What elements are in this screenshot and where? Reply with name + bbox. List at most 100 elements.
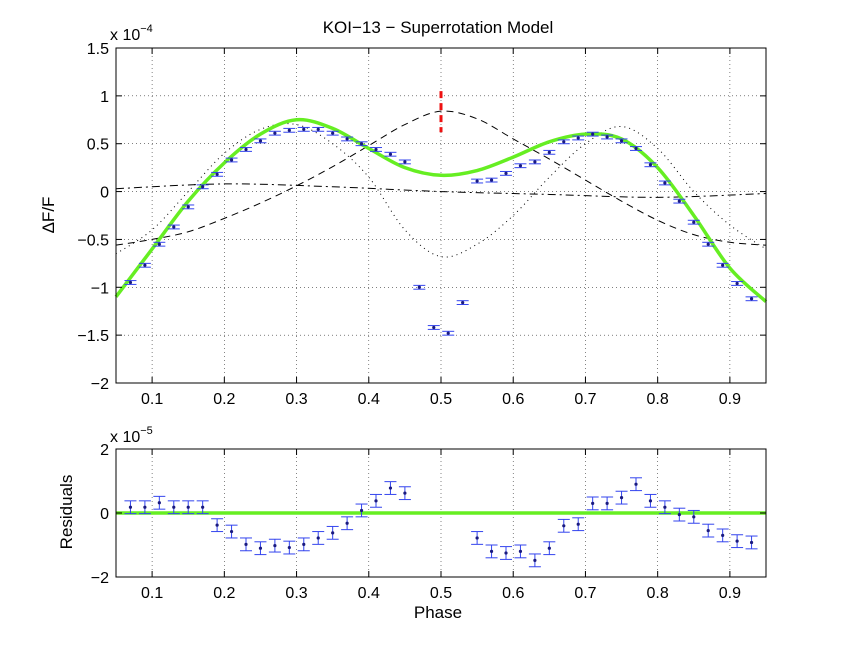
top-data-point <box>283 127 296 133</box>
top-point-marker <box>518 164 523 168</box>
bottom-data-point <box>225 524 238 539</box>
bottom-data-point <box>182 500 195 515</box>
bottom-point-marker <box>518 549 523 554</box>
top-point-marker <box>201 185 205 189</box>
top-series-doppler-component <box>115 110 767 246</box>
bottom-data-point <box>702 523 715 538</box>
top-series-ellipsoidal-component <box>115 123 767 258</box>
top-point-marker <box>721 263 725 267</box>
top-data-point <box>658 180 671 186</box>
top-data-point <box>268 130 281 136</box>
top-point-marker <box>229 158 234 162</box>
bottom-data-points <box>124 477 758 568</box>
top-data-point <box>211 171 224 177</box>
top-point-marker <box>591 132 595 136</box>
top-y-tick-label: 0 <box>100 185 109 202</box>
bottom-data-point <box>630 477 642 492</box>
top-point-marker <box>345 137 349 141</box>
bottom-x-tick-label: 0.5 <box>430 585 452 602</box>
top-x-tick-label: 0.7 <box>574 391 596 408</box>
top-point-marker <box>749 297 754 301</box>
top-y-tick-label: −1.5 <box>77 328 109 345</box>
bottom-point-marker <box>504 551 508 555</box>
bottom-point-marker <box>258 546 263 550</box>
bottom-data-point <box>312 531 325 545</box>
bottom-data-point <box>254 541 267 556</box>
bottom-point-marker <box>692 515 696 519</box>
bottom-data-point <box>572 517 585 532</box>
bottom-point-marker <box>648 499 653 503</box>
bottom-point-marker <box>229 529 234 534</box>
bottom-point-marker <box>749 540 754 545</box>
top-axis-ticks: 0.1 0.2 0.3 0.4 0.5 0.6 0.7 0.8 0.9 −2 −1.5 −1 −0.5 0… <box>77 41 766 408</box>
top-point-marker <box>215 172 219 176</box>
top-data-point <box>716 262 729 268</box>
top-series <box>114 91 768 303</box>
top-point-marker <box>475 179 479 183</box>
bottom-panel: Residuals Phase x 10−5 0.1 0.2 0.3 0.4 0.5 0.… <box>57 425 767 622</box>
top-data-point <box>731 281 744 286</box>
top-point-marker <box>648 163 653 167</box>
top-series-model <box>114 117 768 303</box>
bottom-point-marker <box>345 521 349 525</box>
bottom-data-point <box>384 481 397 495</box>
top-data-point <box>254 138 267 144</box>
bottom-data-point <box>528 553 541 568</box>
bottom-point-marker <box>287 545 291 550</box>
top-y-tick-label: −0.5 <box>77 232 109 249</box>
top-x-tick-label: 0.5 <box>430 391 452 408</box>
top-point-marker <box>128 280 133 285</box>
bottom-point-marker <box>186 505 190 509</box>
bottom-point-marker <box>172 505 176 509</box>
top-data-point <box>601 134 614 140</box>
top-data-point <box>427 325 440 330</box>
top-point-marker <box>432 325 436 330</box>
top-data-point <box>572 135 585 141</box>
bottom-data-point <box>543 541 556 556</box>
top-point-marker <box>331 131 335 135</box>
top-data-point <box>442 330 455 336</box>
top-y-exponent-label: x 10−4 <box>110 23 153 44</box>
bottom-data-point <box>644 493 657 508</box>
bottom-data-point <box>211 518 224 533</box>
top-data-point <box>557 139 570 145</box>
top-point-marker <box>417 285 421 289</box>
bottom-point-marker <box>706 529 710 533</box>
top-point-marker <box>634 146 638 151</box>
bottom-point-marker <box>359 508 364 513</box>
bottom-y-exponent-power: −5 <box>140 425 153 437</box>
top-data-point <box>745 296 758 302</box>
top-point-marker <box>677 199 681 203</box>
bottom-x-tick-label: 0.9 <box>719 585 741 602</box>
bottom-y-axis-label: Residuals <box>57 475 76 550</box>
bottom-point-marker <box>547 546 551 550</box>
top-data-point <box>514 163 527 169</box>
top-point-marker <box>157 242 161 246</box>
top-x-tick-label: 0.1 <box>141 391 163 408</box>
top-point-marker <box>533 160 537 164</box>
bottom-data-point <box>167 500 180 515</box>
bottom-data-point <box>283 540 296 555</box>
top-point-marker <box>446 331 450 335</box>
top-data-point <box>153 241 166 247</box>
bottom-x-tick-label: 0.2 <box>213 585 235 602</box>
bottom-data-point <box>514 544 527 559</box>
bottom-data-point <box>716 528 729 543</box>
top-x-tick-label: 0.8 <box>647 391 669 408</box>
bottom-data-point <box>731 534 744 549</box>
bottom-point-marker <box>591 501 595 505</box>
top-data-point <box>326 130 339 136</box>
top-point-marker <box>489 178 494 182</box>
bottom-y-exponent-label: x 10−5 <box>110 425 153 446</box>
bottom-point-marker <box>605 501 609 505</box>
top-axes-frame <box>115 47 767 384</box>
top-data-point <box>586 131 599 137</box>
bottom-point-marker <box>403 491 407 495</box>
top-data-point <box>240 147 252 152</box>
top-x-tick-label: 0.6 <box>502 391 524 408</box>
top-y-tick-label: −1 <box>91 280 109 297</box>
top-data-point <box>485 177 498 183</box>
top-point-marker <box>316 127 320 131</box>
